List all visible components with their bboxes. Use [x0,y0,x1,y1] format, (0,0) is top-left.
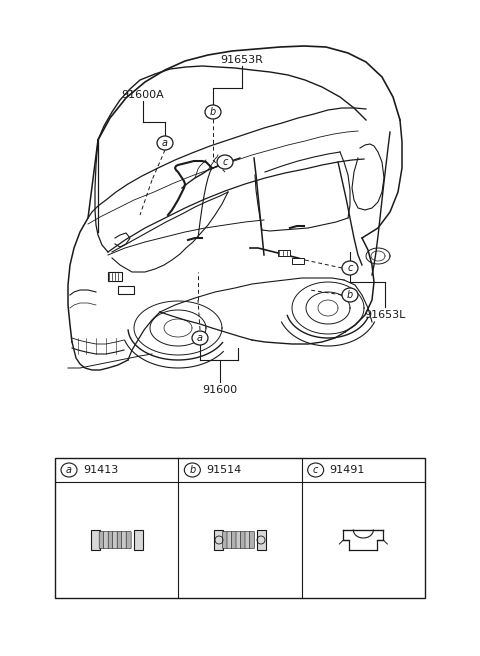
FancyBboxPatch shape [214,530,223,550]
Ellipse shape [342,261,358,275]
FancyBboxPatch shape [231,531,237,548]
Ellipse shape [217,155,233,169]
Text: 91600: 91600 [203,385,238,395]
Text: 91600A: 91600A [121,90,164,100]
Ellipse shape [308,463,324,477]
FancyBboxPatch shape [99,531,104,548]
Text: b: b [210,107,216,117]
Ellipse shape [157,136,173,150]
Text: 91413: 91413 [83,465,118,475]
Text: 91653R: 91653R [221,55,264,65]
Ellipse shape [61,463,77,477]
FancyBboxPatch shape [223,531,228,548]
FancyBboxPatch shape [133,530,143,550]
FancyBboxPatch shape [227,531,232,548]
FancyBboxPatch shape [236,531,241,548]
Text: c: c [222,157,228,167]
FancyBboxPatch shape [113,531,118,548]
Ellipse shape [192,331,208,345]
FancyBboxPatch shape [126,531,131,548]
Ellipse shape [205,105,221,119]
FancyBboxPatch shape [240,531,245,548]
FancyBboxPatch shape [257,530,266,550]
Text: b: b [347,290,353,300]
FancyBboxPatch shape [108,272,122,281]
Text: c: c [313,465,318,475]
FancyBboxPatch shape [91,530,100,550]
FancyBboxPatch shape [118,286,134,294]
FancyBboxPatch shape [245,531,250,548]
Ellipse shape [342,288,358,302]
FancyBboxPatch shape [278,250,290,256]
Text: a: a [66,465,72,475]
Text: a: a [162,138,168,148]
Text: 91491: 91491 [330,465,365,475]
Text: 91514: 91514 [206,465,241,475]
FancyBboxPatch shape [108,531,113,548]
FancyBboxPatch shape [55,458,425,598]
FancyBboxPatch shape [292,258,304,264]
FancyBboxPatch shape [121,531,127,548]
Ellipse shape [184,463,200,477]
FancyBboxPatch shape [250,531,254,548]
FancyBboxPatch shape [104,531,108,548]
Text: b: b [189,465,195,475]
Text: a: a [197,333,203,343]
Text: c: c [348,263,353,273]
Text: 91653L: 91653L [364,310,406,320]
FancyBboxPatch shape [117,531,122,548]
